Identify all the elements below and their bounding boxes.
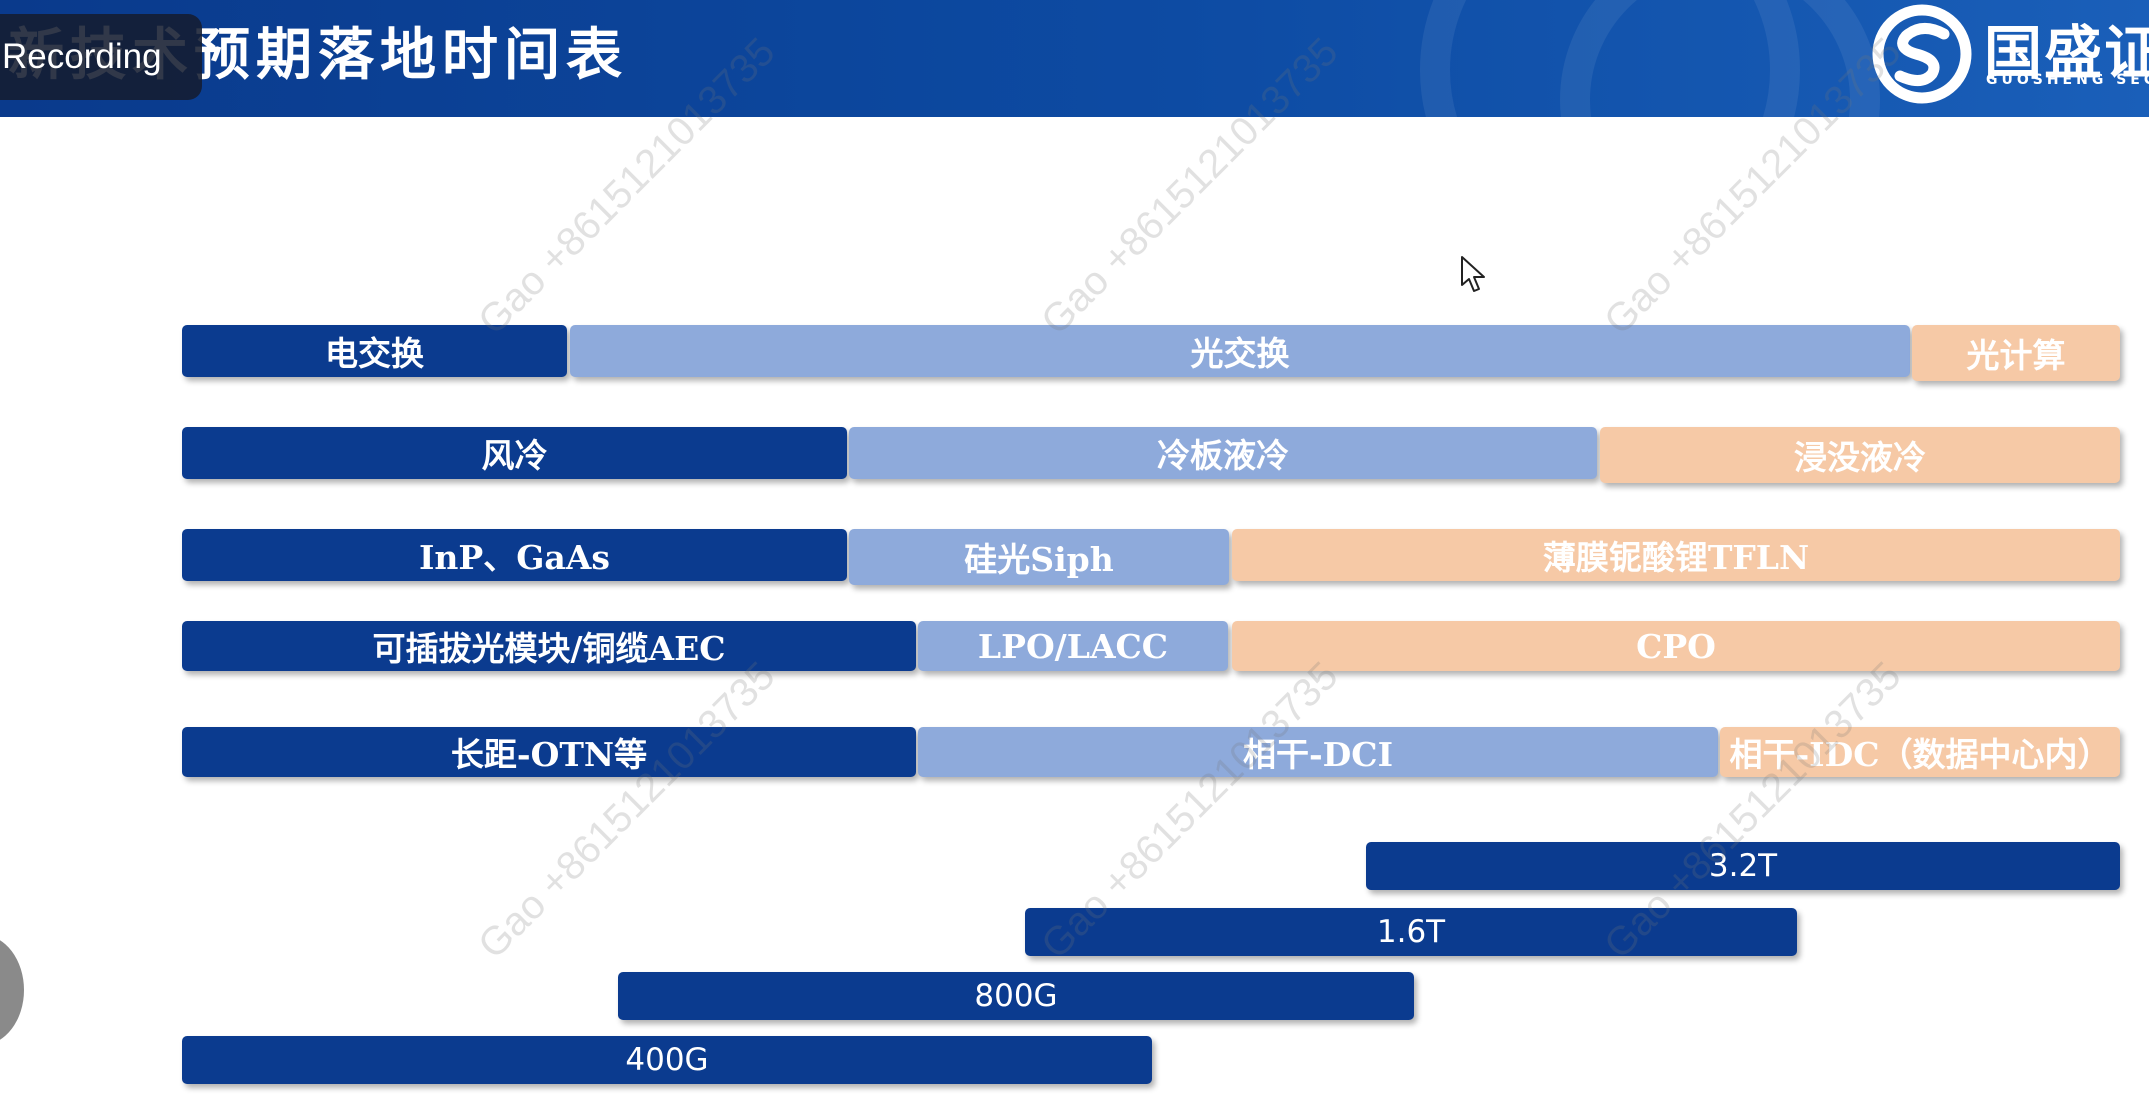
logo-mark-icon: [1872, 4, 1972, 104]
bar-optical-computing: 光计算: [1912, 325, 2120, 381]
company-logo: 国盛证 GUOSHENG SEC: [1872, 0, 2149, 117]
bar-air-cooling: 风冷: [182, 427, 847, 479]
mouse-cursor-icon: [1461, 256, 1485, 292]
recording-label: Recording: [2, 37, 162, 76]
bar-speed-1-6t: 1.6T: [1025, 908, 1797, 956]
bar-silicon-photonics: 硅光Siph: [849, 529, 1229, 585]
bar-speed-800g: 800G: [618, 972, 1414, 1020]
recording-indicator[interactable]: Recording: [0, 14, 202, 100]
header-decoration: [1560, 0, 1880, 117]
bar-optical-switching: 光交换: [570, 325, 1910, 377]
bar-inp-gaas: InP、GaAs: [182, 529, 847, 581]
bar-speed-400g: 400G: [182, 1036, 1152, 1084]
watermark: Gao +8615121013735: [470, 653, 784, 968]
bar-coherent-dci: 相干-DCI: [918, 727, 1718, 777]
bar-speed-3-2t: 3.2T: [1366, 842, 2120, 890]
bar-cold-plate-cooling: 冷板液冷: [849, 427, 1597, 479]
bar-electrical-switching: 电交换: [182, 325, 567, 377]
bar-coherent-idc: 相干-IDC（数据中心内）: [1720, 727, 2120, 777]
bar-immersion-cooling: 浸没液冷: [1600, 427, 2120, 483]
logo-text-en: GUOSHENG SEC: [1986, 72, 2149, 88]
header-banner: 新技术预期落地时间表 国盛证 GUOSHENG SEC: [0, 0, 2149, 117]
bar-cpo: CPO: [1232, 621, 2120, 671]
bar-pluggable-aec: 可插拔光模块/铜缆AEC: [182, 621, 916, 671]
logo-text-cn: 国盛证: [1984, 19, 2149, 87]
side-control-button[interactable]: [0, 935, 24, 1045]
bar-lpo-lacc: LPO/LACC: [918, 621, 1228, 671]
bar-long-haul-otn: 长距-OTN等: [182, 727, 916, 777]
bar-tfln: 薄膜铌酸锂TFLN: [1232, 529, 2120, 581]
